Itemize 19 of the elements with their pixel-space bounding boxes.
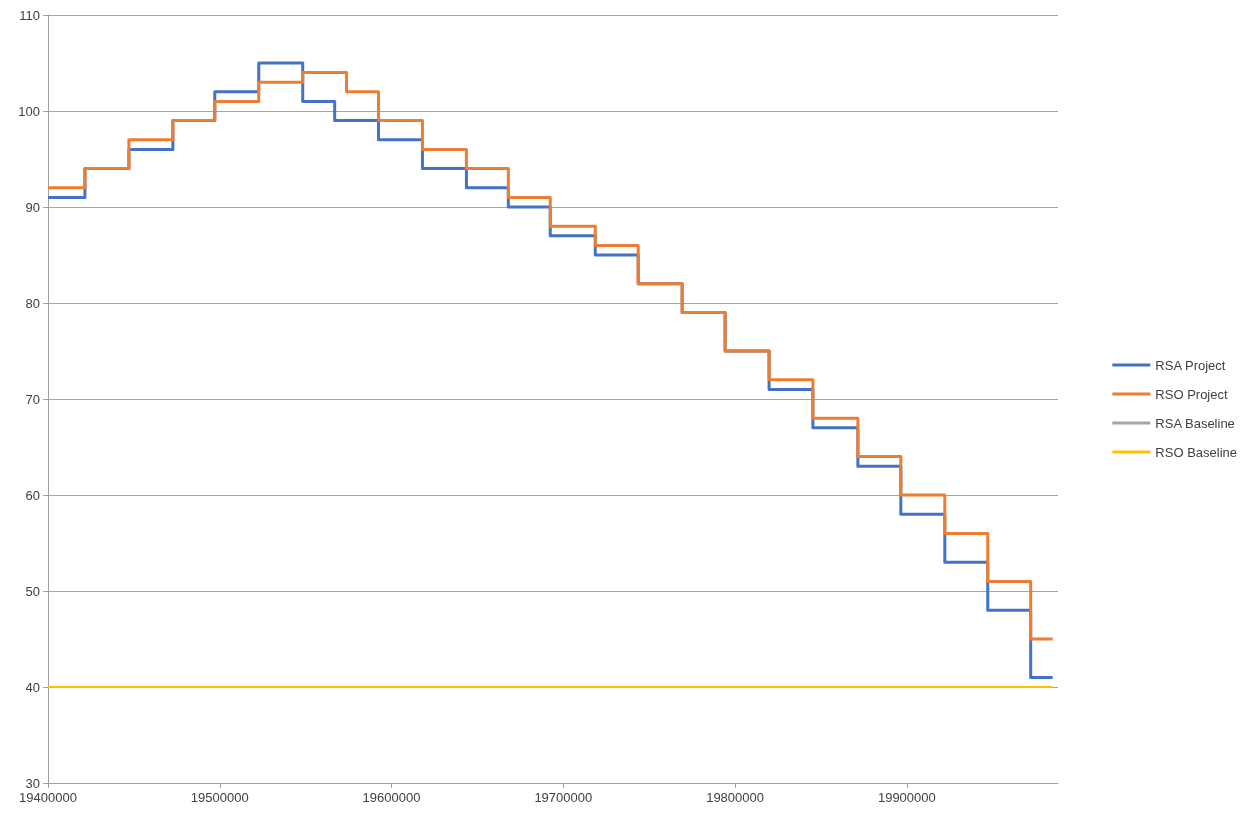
y-tick-label: 40 — [25, 679, 40, 695]
y-tick-label: 90 — [25, 199, 40, 215]
x-tick-label: 19800000 — [706, 790, 764, 805]
y-tick-label: 60 — [25, 487, 40, 503]
y-tick-label: 50 — [25, 583, 40, 599]
y-tick-label: 70 — [25, 391, 40, 407]
x-tick-label: 19600000 — [362, 790, 421, 805]
legend-label: RSA Project — [1155, 357, 1226, 373]
x-tick-label: 19400000 — [19, 790, 77, 805]
legend-label: RSO Baseline — [1155, 444, 1238, 460]
y-tick-label: 80 — [25, 295, 40, 311]
y-tick-label: 100 — [18, 103, 40, 119]
y-tick-label: 30 — [25, 775, 40, 791]
legend-label: RSA Baseline — [1155, 415, 1235, 431]
x-tick-label: 19900000 — [877, 790, 936, 805]
x-tick-label: 19500000 — [190, 790, 249, 805]
x-tick-label: 19700000 — [534, 790, 593, 805]
y-tick-label: 110 — [19, 7, 40, 23]
legend-label: RSO Project — [1155, 386, 1228, 402]
